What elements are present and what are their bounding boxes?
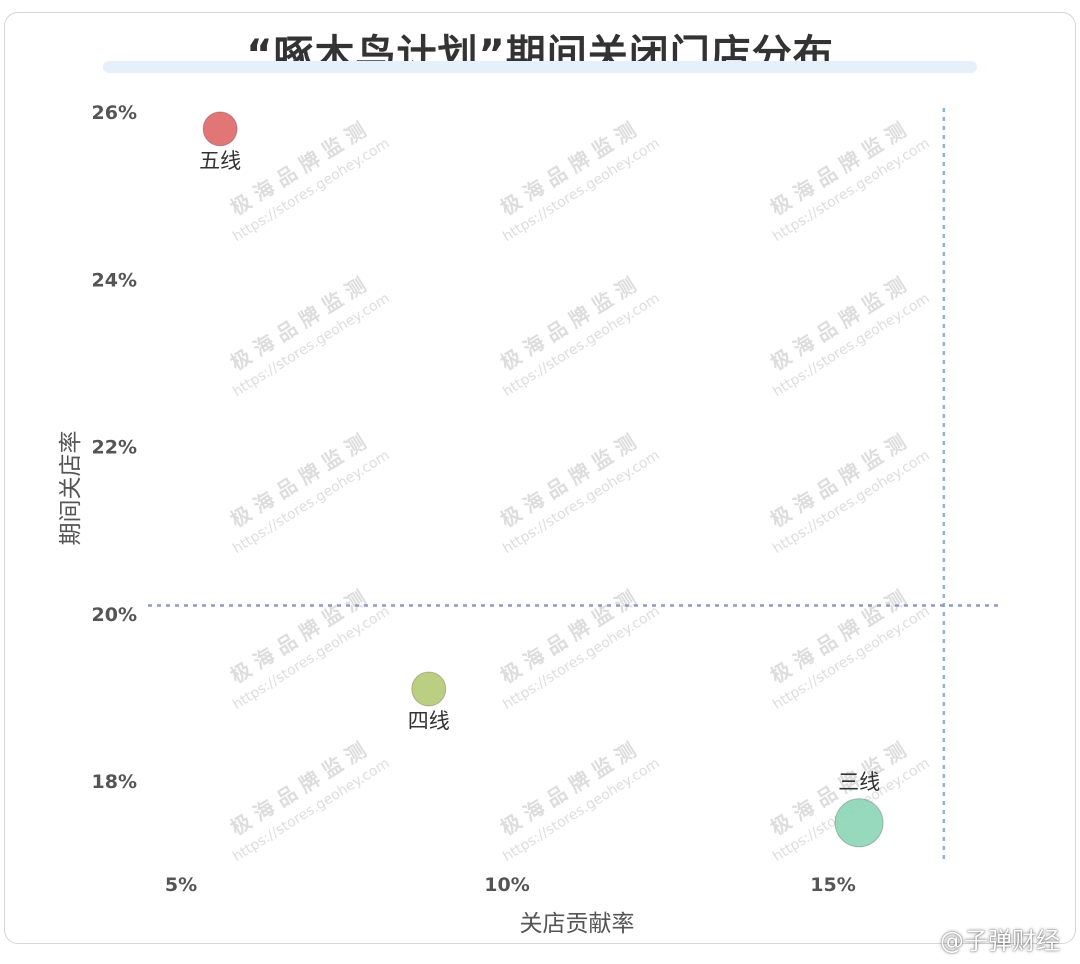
x-axis-ticks: 5%10%15%20%25%30%	[165, 874, 856, 896]
y-tick-label: 26%	[92, 102, 137, 124]
data-point	[202, 111, 238, 147]
y-tick-label: 18%	[92, 771, 137, 793]
point-label: 四线	[408, 709, 450, 733]
x-tick-label: 15%	[810, 874, 855, 896]
y-tick-label: 20%	[92, 604, 137, 626]
title-underline	[103, 61, 977, 73]
y-axis-title: 期间关店率	[58, 431, 84, 546]
data-points: 五线一线四线二线三线新一线	[199, 111, 884, 848]
x-tick-label: 10%	[484, 874, 529, 896]
data-point	[411, 671, 447, 707]
y-tick-label: 24%	[92, 269, 137, 291]
point-label: 三线	[838, 770, 880, 794]
x-axis-title: 关店贡献率	[520, 911, 635, 937]
y-tick-label: 22%	[92, 437, 137, 459]
chart-card	[4, 12, 1076, 944]
point-label: 五线	[199, 149, 241, 173]
footer-attribution: @子弹财经	[940, 927, 1060, 955]
x-tick-label: 5%	[165, 874, 197, 896]
reference-lines	[148, 108, 1003, 862]
data-point	[834, 798, 884, 848]
y-axis-ticks: 18% 20% 22% 24% 26%	[92, 102, 137, 793]
